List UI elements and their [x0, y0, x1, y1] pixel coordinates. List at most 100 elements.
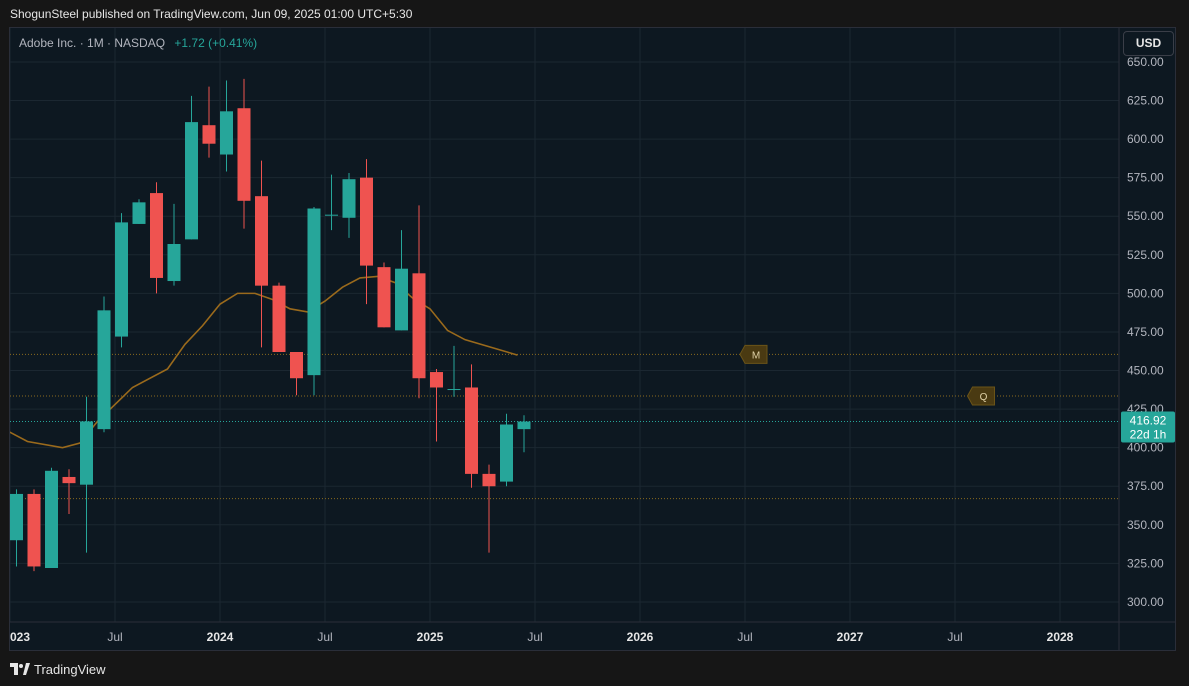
time-axis-label: Jul [737, 630, 752, 644]
price-axis-label: 500.00 [1127, 286, 1164, 300]
published-header: ShogunSteel published on TradingView.com… [10, 7, 413, 21]
price-axis-label: 650.00 [1127, 55, 1164, 69]
candle-body [430, 372, 443, 388]
price-axis-label: 450.00 [1127, 364, 1164, 378]
candle-body [115, 222, 128, 337]
candle [307, 206, 321, 396]
candle [10, 489, 23, 567]
time-axis-label: Jul [107, 630, 122, 644]
candle [377, 262, 391, 328]
price-axis-label: 525.00 [1127, 248, 1164, 262]
candle-body [150, 193, 163, 278]
time-axis-label: Jul [947, 630, 962, 644]
candle [202, 86, 216, 158]
footer-brand: TradingView [34, 661, 106, 677]
level-tag-label: M [752, 350, 760, 361]
candle [447, 345, 461, 397]
candle-body [517, 421, 531, 430]
candle [430, 368, 443, 442]
candle [45, 467, 58, 568]
candle-body [325, 214, 338, 216]
price-axis-label: 600.00 [1127, 132, 1164, 146]
candle [517, 415, 531, 453]
candle [325, 174, 338, 231]
symbol-legend: Adobe Inc. · 1M · NASDAQ +1.72 (+0.41%) [19, 36, 257, 50]
candle-body [97, 310, 111, 430]
candle-body [167, 244, 181, 282]
candle-body [202, 125, 216, 144]
candle-body [482, 473, 496, 487]
price-axis-label: 625.00 [1127, 94, 1164, 108]
candle [115, 213, 128, 348]
time-axis-label: 2026 [627, 630, 654, 644]
candle-body [27, 493, 41, 567]
candle-body [342, 179, 356, 218]
candle [500, 413, 513, 487]
candle [360, 159, 373, 305]
price-axis-label: 300.00 [1127, 595, 1164, 609]
time-axis-label: 2024 [207, 630, 234, 644]
candle [167, 203, 181, 286]
candle-body [255, 196, 268, 286]
candle [255, 160, 268, 348]
symbol-title: Adobe Inc. · 1M · NASDAQ [19, 36, 166, 50]
candle [290, 352, 303, 396]
current-price-badge [1121, 411, 1175, 443]
candle [185, 95, 198, 240]
candle [482, 464, 496, 553]
price-axis-label: 550.00 [1127, 209, 1164, 223]
current-price-countdown: 22d 1h [1130, 428, 1167, 442]
candle-body [395, 268, 408, 331]
time-axis-label: 2028 [1047, 630, 1074, 644]
candle-body [447, 389, 461, 391]
candle [237, 78, 251, 229]
candle [27, 489, 41, 572]
candle-body [220, 111, 233, 155]
footer: TradingView [10, 661, 106, 677]
candle-body [237, 108, 251, 201]
candle-body [500, 424, 513, 482]
candle-body [62, 476, 76, 484]
candle [220, 80, 233, 172]
price-axis-label: 350.00 [1127, 518, 1164, 532]
candle-body [10, 493, 23, 541]
candle [465, 364, 478, 488]
candle-body [412, 273, 426, 379]
candle-body [132, 202, 146, 224]
candle [97, 296, 111, 433]
tradingview-logo-icon [10, 663, 30, 675]
candlestick-chart[interactable]: MQHY650.00625.00600.00575.00550.00525.00… [10, 28, 1175, 650]
candle-body [272, 285, 286, 352]
candle-body [80, 421, 93, 485]
price-axis-label: 400.00 [1127, 441, 1164, 455]
candle-body [185, 122, 198, 240]
price-axis-label: 375.00 [1127, 479, 1164, 493]
candle [272, 282, 286, 352]
time-axis-label: Jul [527, 630, 542, 644]
candle-body [290, 352, 303, 379]
time-axis-label: 2025 [417, 630, 444, 644]
candle [132, 199, 146, 224]
candle-body [377, 267, 391, 328]
price-axis-label: 575.00 [1127, 171, 1164, 185]
candle [412, 205, 426, 399]
candle [150, 182, 163, 294]
price-change: +1.72 (+0.41%) [174, 36, 258, 50]
time-axis-label: 023 [10, 630, 30, 644]
candle-body [360, 177, 373, 266]
candle [80, 396, 93, 553]
time-axis-label: 2027 [837, 630, 864, 644]
candle [395, 230, 408, 331]
time-axis-label: Jul [317, 630, 332, 644]
price-axis-label: 475.00 [1127, 325, 1164, 339]
candle-body [45, 470, 58, 568]
currency-button[interactable]: USD [1123, 31, 1174, 56]
current-price-value: 416.92 [1130, 414, 1167, 428]
chart-frame[interactable]: MQHY650.00625.00600.00575.00550.00525.00… [9, 27, 1176, 651]
level-tag-q [966, 386, 995, 406]
candle-body [465, 387, 478, 474]
level-tag-m [739, 344, 768, 364]
level-tag-label: Q [980, 392, 988, 403]
price-axis-label: 325.00 [1127, 556, 1164, 570]
candle-body [307, 208, 321, 376]
